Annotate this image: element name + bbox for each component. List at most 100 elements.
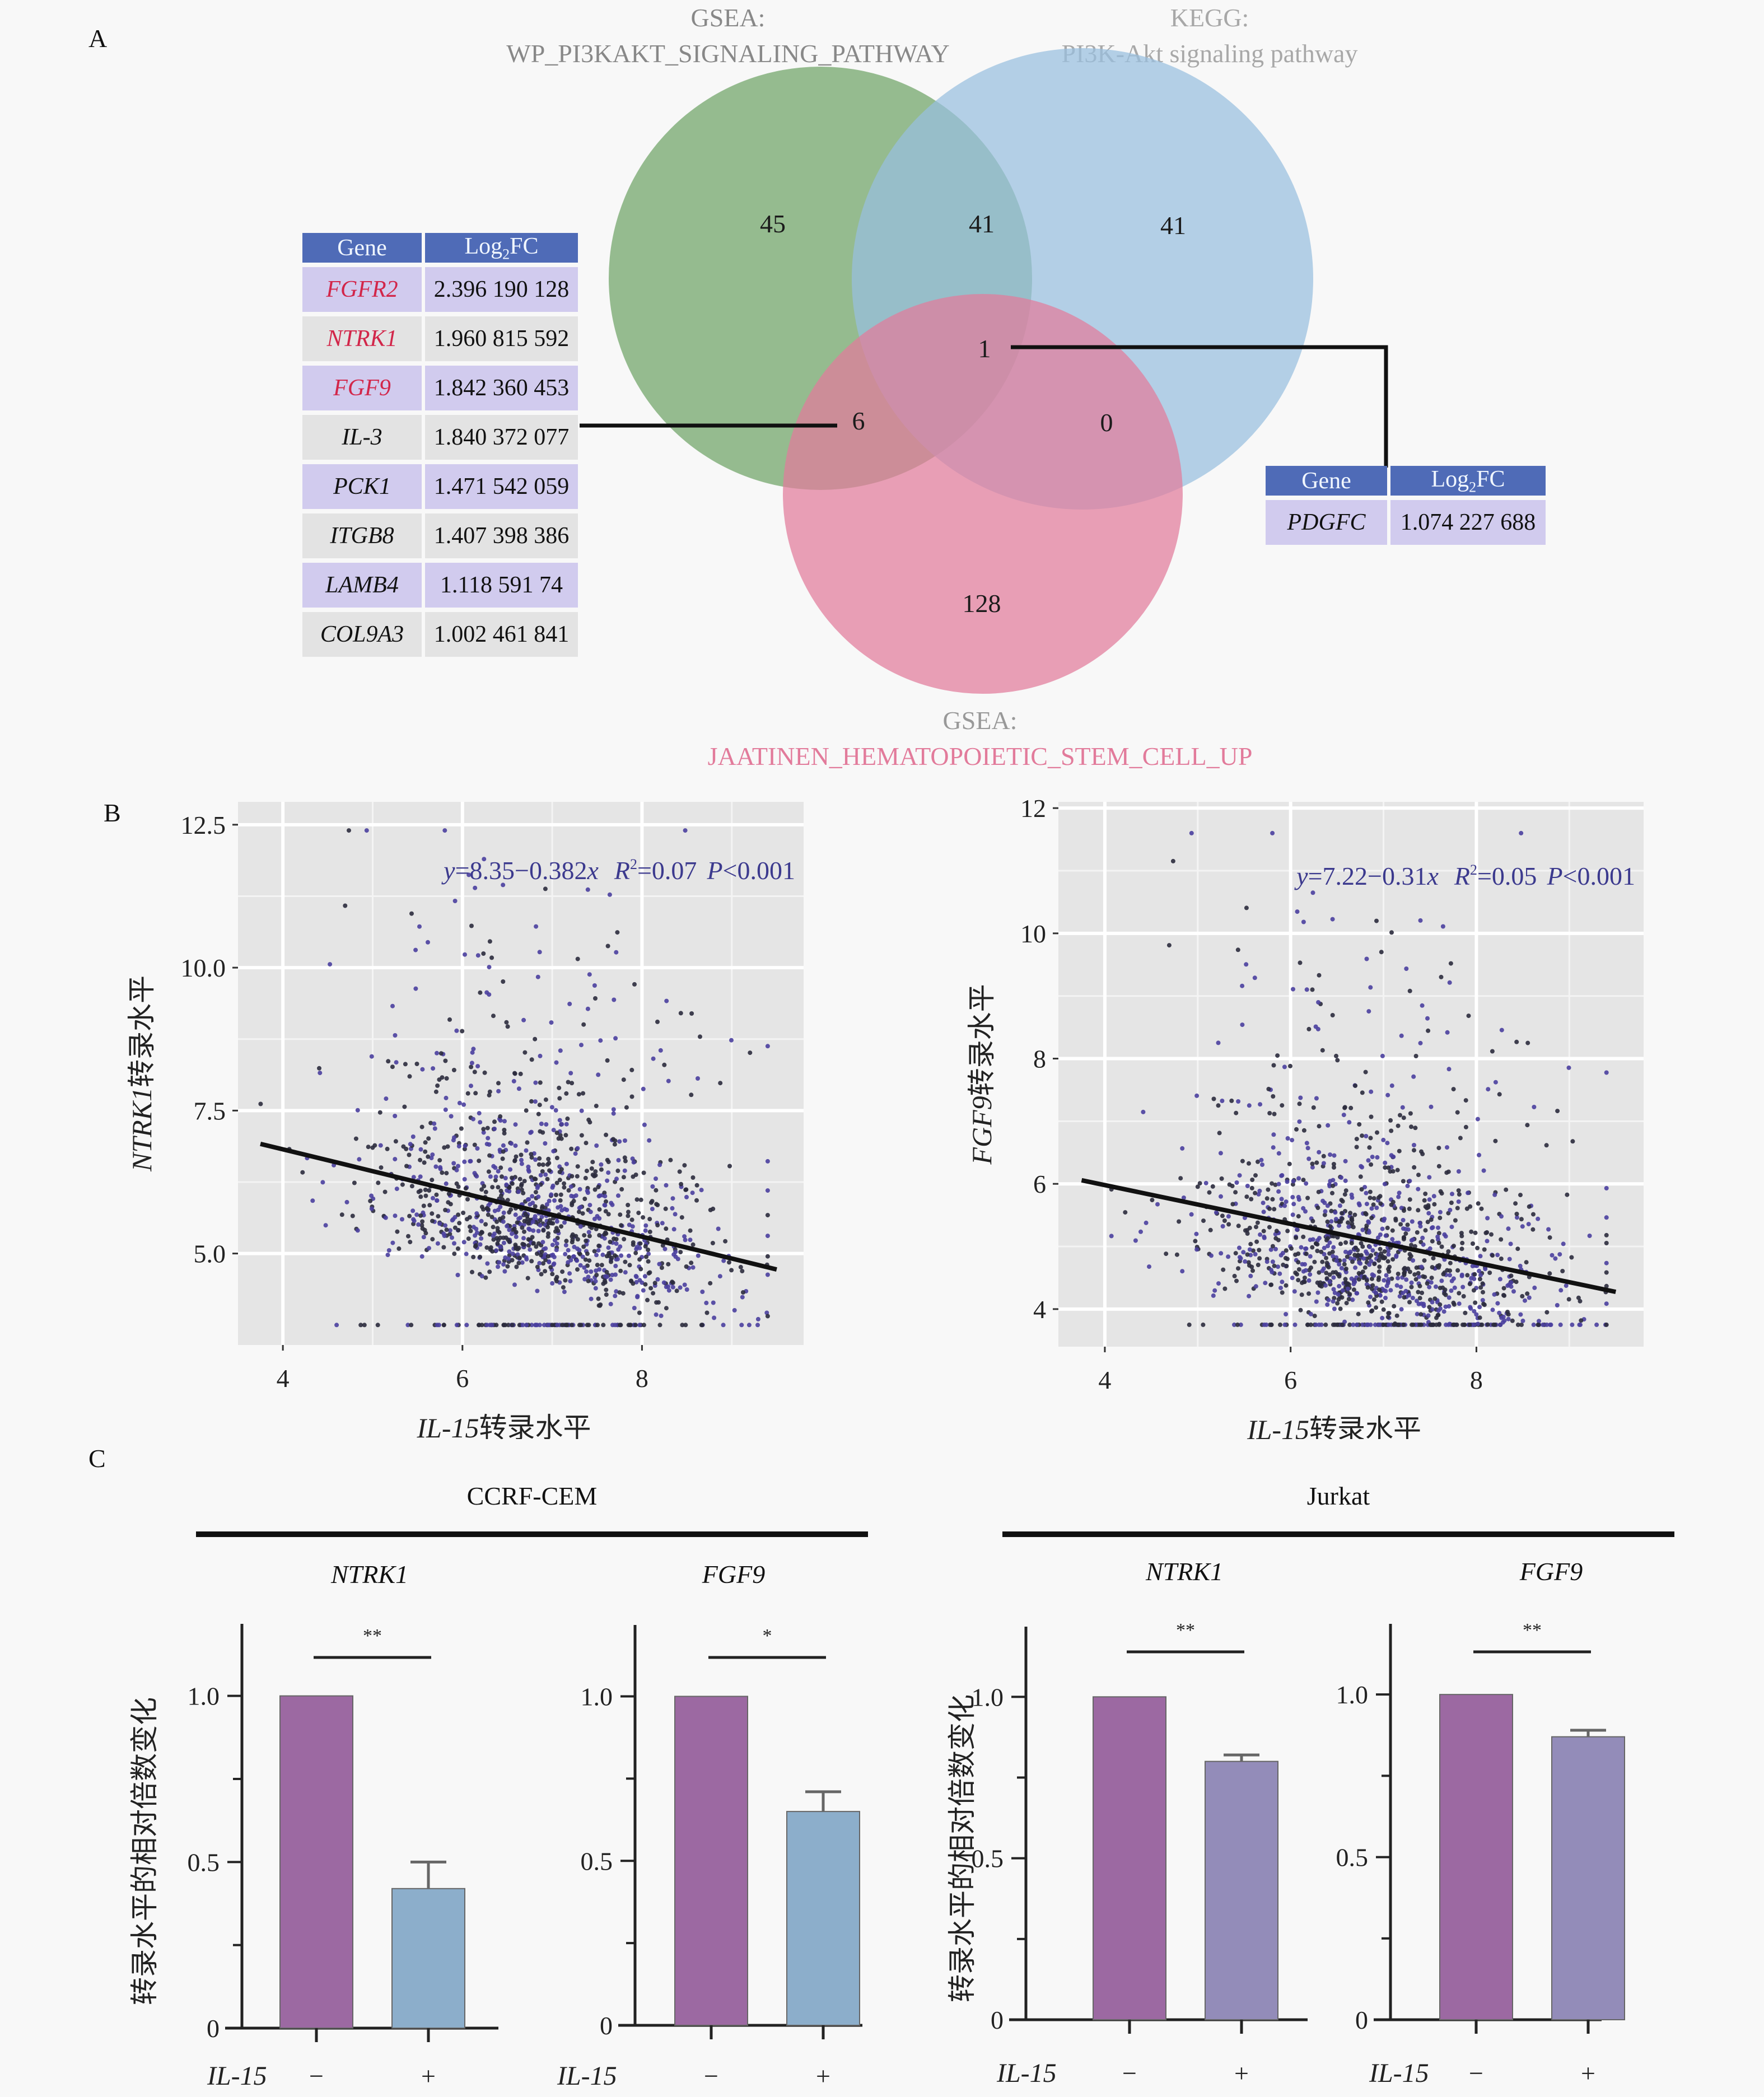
scatter-point [612,1142,617,1147]
scatter-point [1479,1206,1484,1211]
scatter-point [1440,924,1445,929]
scatter-point [443,1058,448,1063]
scatter-point [1291,987,1295,992]
scatter-point [568,1278,573,1283]
scatter-point [638,1197,643,1202]
scatter-point [559,1167,564,1172]
scatter-point [1226,1214,1231,1219]
scatter-point [568,1258,573,1263]
scatter-point [1294,1235,1299,1240]
scatter-point [657,1262,662,1267]
scatter-point [1495,1253,1500,1258]
scatter-point [444,1076,449,1081]
scatter-point [564,1091,569,1096]
scatter-point [593,1173,598,1178]
scatter-point [529,1152,534,1157]
scatter-point [658,1048,663,1053]
scatter-point [1326,1244,1330,1249]
scatter-point [454,1167,459,1173]
scatter-point [1478,1254,1483,1259]
scatter-point [511,1078,516,1083]
scatter-point [540,1240,545,1245]
scatter-point [1564,1283,1569,1288]
scatter-point [400,1182,405,1187]
scatter-point [1322,1245,1327,1250]
scatter-point [657,1162,662,1167]
scatter-point [1507,1282,1512,1287]
scatter-point [678,1011,683,1016]
scatter-point [1467,1322,1472,1327]
scatter-point [1407,1197,1412,1202]
scatter-point [629,1278,633,1283]
scatter-point [1417,1296,1422,1301]
scatter-point [554,1241,559,1246]
scatter-point [1323,1283,1328,1288]
scatter-point [473,1091,478,1096]
scatter-point [353,1136,358,1141]
scatter-point [1383,1288,1388,1293]
scatter-point [1366,1230,1371,1235]
scatter-point [1485,1239,1490,1244]
scatter-point [521,1190,526,1195]
scatter-point [1269,1282,1274,1287]
scatter-point [671,1252,676,1257]
scatter-point [1420,1290,1425,1295]
scatter-point [1238,1322,1243,1327]
scatter-point [1201,1322,1206,1327]
scatter-point [1359,1241,1364,1246]
scatter-point [1378,1201,1383,1206]
scatter-point [570,1201,575,1206]
scatter-point [1249,1185,1254,1190]
scatter-point [1544,1143,1549,1148]
scatter-point [580,1211,585,1216]
scatter-point [1604,1215,1609,1220]
scatter-point [568,1184,573,1189]
scatter-point [1236,1223,1241,1229]
scatter-point [1531,1212,1536,1217]
scatter-point [1453,1218,1458,1223]
scatter-point [543,1097,548,1102]
scatter-point [1232,1273,1237,1278]
scatter-point [1446,1295,1452,1300]
scatter-point [1327,1240,1332,1245]
scatter-point [1258,1102,1263,1107]
scatter-point [1387,1322,1392,1327]
scatter-point [419,1124,424,1129]
scatter-point [1351,1225,1356,1230]
scatter-point [1508,1241,1513,1246]
scatter-point [1518,1193,1523,1198]
scatter-point [478,990,483,995]
scatter-point [575,1174,580,1179]
scatter-point [727,1260,731,1265]
scatter-point [1417,1283,1422,1288]
scatter-point [1376,1195,1381,1200]
scatter-point [1474,1312,1479,1317]
scatter-point [655,1019,660,1024]
scatter-point [600,1252,605,1257]
scatter-point [682,1234,687,1239]
scatter-point [615,930,620,935]
scatter-point [1332,1306,1337,1311]
y-tick-label: 12 [1020,795,1046,823]
scatter-point [1386,1248,1391,1253]
scatter-point [1334,1053,1338,1058]
scatter-point [435,1083,440,1088]
scatter-point [519,1161,524,1166]
y-tick-label: 1.0 [581,1683,613,1711]
scatter-point [442,828,447,833]
scatter-point [1438,1209,1443,1215]
scatter-point [1296,1176,1301,1181]
scatter-point [1519,1322,1524,1327]
scatter-point [592,983,597,988]
scatter-point [626,1209,631,1215]
venn-set3-subtitle: JAATINEN_HEMATOPOIETIC_STEM_CELL_UP [707,742,1253,770]
scatter-point [478,1254,483,1259]
scatter-point [347,828,351,833]
scatter-point [1434,1322,1439,1327]
scatter-point [1360,1322,1365,1327]
scatter-point [1314,1241,1319,1246]
scatter-point [446,1192,451,1196]
scatter-point [412,1218,417,1223]
scatter-point [1336,1297,1341,1302]
scatter-point [1240,1022,1245,1028]
